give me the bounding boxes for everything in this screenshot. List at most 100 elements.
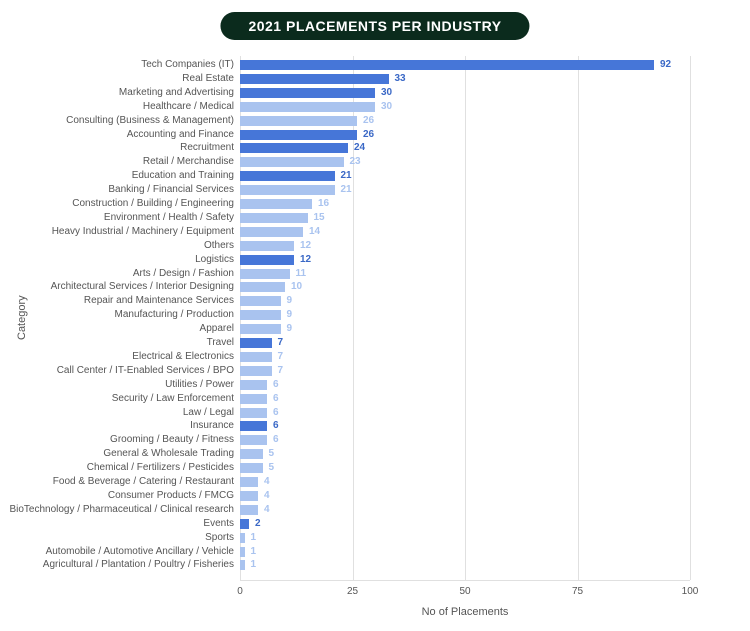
bar [240, 227, 303, 237]
value-label: 7 [278, 365, 284, 377]
category-label: Insurance [190, 420, 240, 430]
category-label: Environment / Health / Safety [104, 212, 240, 222]
bar [240, 324, 281, 334]
value-label: 7 [278, 337, 284, 349]
value-label: 30 [381, 101, 392, 113]
bar [240, 269, 290, 279]
value-label: 1 [251, 546, 257, 558]
value-label: 4 [264, 490, 270, 502]
value-label: 9 [287, 309, 293, 321]
category-label: Utilities / Power [165, 379, 240, 389]
value-label: 4 [264, 476, 270, 488]
bar [240, 560, 245, 570]
category-label: Others [204, 240, 240, 250]
value-label: 5 [269, 462, 275, 474]
grid-line [465, 56, 466, 580]
value-label: 92 [660, 59, 671, 71]
category-label: Marketing and Advertising [119, 87, 240, 97]
bar [240, 60, 654, 70]
value-label: 16 [318, 198, 329, 210]
bar [240, 185, 335, 195]
bar [240, 463, 263, 473]
value-label: 33 [395, 73, 406, 85]
category-label: Logistics [195, 254, 240, 264]
category-label: Banking / Financial Services [108, 184, 240, 194]
category-label: Repair and Maintenance Services [84, 295, 240, 305]
category-label: Travel [207, 337, 240, 347]
category-label: Apparel [200, 323, 240, 333]
category-label: Electrical & Electronics [132, 351, 240, 361]
bar [240, 88, 375, 98]
bar [240, 449, 263, 459]
bar [240, 74, 389, 84]
category-label: Construction / Building / Engineering [72, 198, 240, 208]
value-label: 6 [273, 379, 279, 391]
x-axis-baseline [240, 580, 690, 581]
category-label: Real Estate [182, 73, 240, 83]
category-label: Accounting and Finance [127, 129, 240, 139]
value-label: 21 [341, 170, 352, 182]
bar [240, 505, 258, 515]
bar [240, 143, 348, 153]
bar [240, 533, 245, 543]
category-label: BioTechnology / Pharmaceutical / Clinica… [9, 504, 240, 514]
value-label: 9 [287, 323, 293, 335]
bar [240, 116, 357, 126]
x-tick: 75 [572, 586, 583, 597]
category-label: Heavy Industrial / Machinery / Equipment [52, 226, 240, 236]
value-label: 6 [273, 407, 279, 419]
bar [240, 171, 335, 181]
x-tick: 0 [237, 586, 243, 597]
category-label: Security / Law Enforcement [112, 393, 240, 403]
category-label: Automobile / Automotive Ancillary / Vehi… [46, 546, 240, 556]
bar [240, 282, 285, 292]
bar [240, 157, 344, 167]
bar [240, 408, 267, 418]
category-label: Consulting (Business & Management) [66, 115, 240, 125]
category-label: Sports [205, 532, 240, 542]
plot-area: 0255075100Tech Companies (IT)92Real Esta… [240, 56, 690, 580]
bar [240, 255, 294, 265]
category-label: Tech Companies (IT) [141, 59, 240, 69]
bar [240, 130, 357, 140]
category-label: Recruitment [180, 142, 240, 152]
bar [240, 338, 272, 348]
category-label: General & Wholesale Trading [103, 448, 240, 458]
bar [240, 491, 258, 501]
bar [240, 421, 267, 431]
category-label: Food & Beverage / Catering / Restaurant [53, 476, 240, 486]
y-axis-label: Category [16, 295, 28, 340]
value-label: 7 [278, 351, 284, 363]
value-label: 12 [300, 240, 311, 252]
value-label: 12 [300, 254, 311, 266]
category-label: Retail / Merchandise [143, 156, 240, 166]
value-label: 1 [251, 532, 257, 544]
category-label: Agricultural / Plantation / Poultry / Fi… [43, 559, 240, 569]
value-label: 5 [269, 448, 275, 460]
value-label: 15 [314, 212, 325, 224]
bar [240, 394, 267, 404]
value-label: 14 [309, 226, 320, 238]
x-axis-label: No of Placements [240, 606, 690, 618]
value-label: 6 [273, 434, 279, 446]
value-label: 2 [255, 518, 261, 530]
bar [240, 241, 294, 251]
bar [240, 352, 272, 362]
value-label: 4 [264, 504, 270, 516]
bar [240, 519, 249, 529]
value-label: 26 [363, 129, 374, 141]
bar [240, 380, 267, 390]
category-label: Manufacturing / Production [114, 309, 240, 319]
bar [240, 477, 258, 487]
category-label: Law / Legal [183, 407, 240, 417]
category-label: Education and Training [132, 170, 240, 180]
bar [240, 296, 281, 306]
value-label: 11 [296, 268, 307, 280]
chart-title: 2021 PLACEMENTS PER INDUSTRY [220, 12, 529, 40]
bar [240, 310, 281, 320]
category-label: Arts / Design / Fashion [133, 268, 240, 278]
value-label: 21 [341, 184, 352, 196]
value-label: 23 [350, 156, 361, 168]
bar [240, 102, 375, 112]
category-label: Call Center / IT-Enabled Services / BPO [57, 365, 240, 375]
